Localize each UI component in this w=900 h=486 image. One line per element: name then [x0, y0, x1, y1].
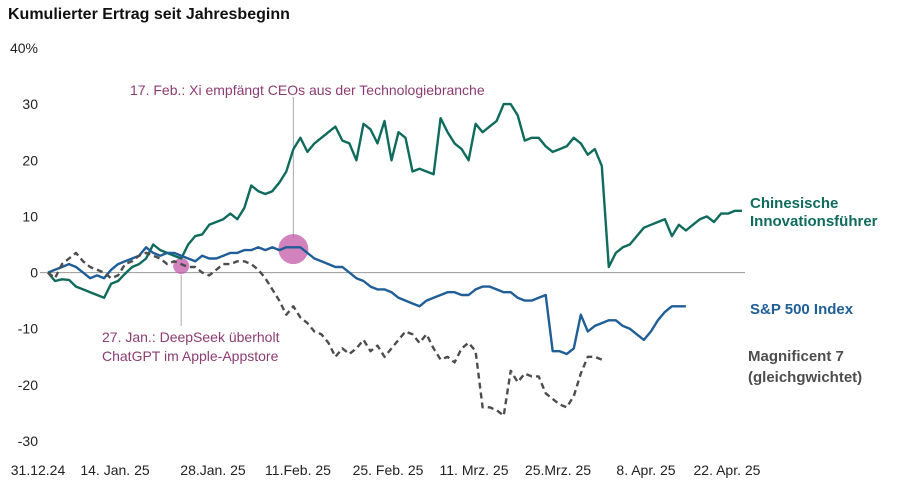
y-tick-label: -10	[18, 321, 38, 337]
series-line-magnificent7	[47, 251, 603, 417]
series-label-magnificent7: Magnificent 7	[748, 348, 844, 365]
x-tick-label: 11.Feb. 25	[265, 462, 331, 478]
x-tick-label: 25.Mrz. 25	[525, 462, 591, 478]
y-tick-label: 0	[30, 265, 38, 281]
annotation-text: ChatGPT im Apple-Appstore	[102, 348, 279, 364]
x-tick-label: 11. Mrz. 25	[440, 462, 509, 478]
y-tick-label: 40%	[10, 40, 38, 56]
chart-title: Kumulierter Ertrag seit Jahresbeginn	[8, 6, 290, 23]
annotation-marker	[278, 234, 309, 265]
annotation-marker	[173, 257, 190, 274]
x-tick-label: 8. Apr. 25	[616, 462, 675, 478]
x-tick-label: 22. Apr. 25	[694, 462, 761, 478]
y-tick-label: 20	[22, 152, 38, 168]
series-label-chinese-innovators: Innovationsführer	[750, 213, 878, 230]
y-tick-label: 30	[22, 96, 38, 112]
series-line-sp500	[47, 246, 686, 356]
annotation-text: 17. Feb.: Xi empfängt CEOs aus der Techn…	[130, 82, 485, 98]
series-label-chinese-innovators: Chinesische	[750, 195, 838, 212]
x-tick-label: 31.12.24	[11, 462, 66, 478]
y-tick-label: -20	[18, 377, 38, 393]
x-tick-label: 25. Feb. 25	[353, 462, 424, 478]
series-label-sp500: S&P 500 Index	[750, 301, 854, 318]
series-label-magnificent7: (gleichgwichtet)	[748, 369, 862, 386]
y-tick-label: -30	[18, 433, 38, 449]
x-tick-label: 14. Jan. 25	[80, 462, 149, 478]
annotation-text: 27. Jan.: DeepSeek überholt	[102, 329, 280, 345]
series-line-chinese-innovators	[47, 102, 742, 299]
y-tick-label: 10	[22, 208, 38, 224]
x-tick-label: 28.Jan. 25	[180, 462, 246, 478]
